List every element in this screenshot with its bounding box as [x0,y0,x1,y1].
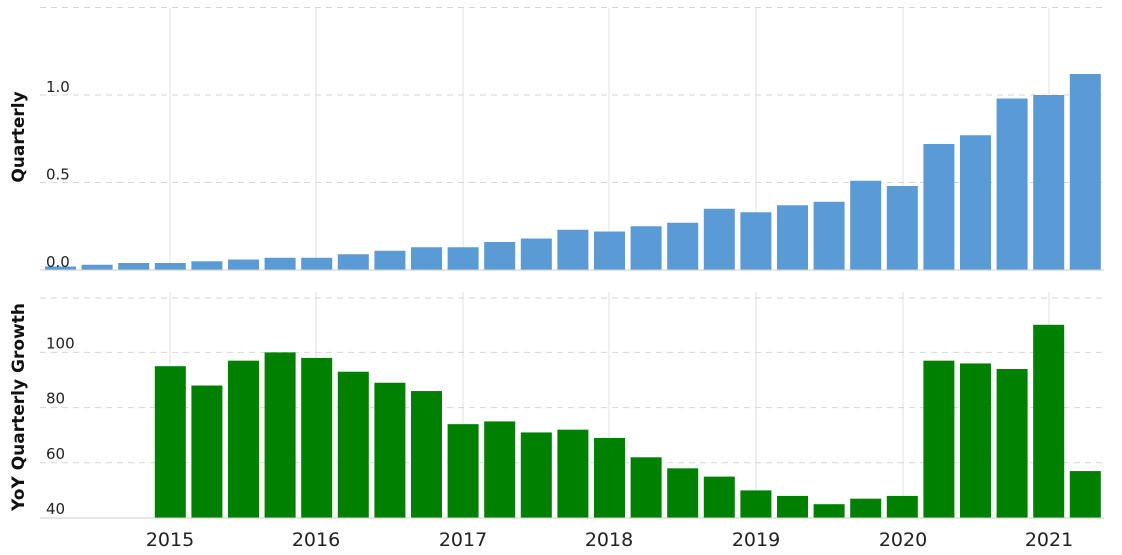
growth-bar [703,476,735,518]
quarterly-bars [45,74,1101,270]
growth-bar [447,424,479,518]
quarterly-bar [703,208,735,270]
growth-bar [960,363,991,518]
growth-y-tick-label: 80 [46,390,65,408]
growth-bar [667,468,699,518]
growth-bar [301,357,333,518]
quarterly-bar [960,135,991,270]
quarterly-y-tick-label: 0.0 [46,253,70,271]
growth-bar [154,366,186,518]
quarterly-y-tick-label: 0.5 [46,166,70,184]
growth-bar [374,382,406,518]
growth-y-tick-label: 40 [46,500,65,518]
quarterly-bar [557,229,589,270]
growth-bar [813,504,845,518]
growth-axis-label: YoY Quarterly Growth [9,303,29,512]
quarterly-bar [154,263,186,270]
quarterly-bar [264,257,296,270]
quarterly-bar [996,98,1028,270]
growth-bar [1069,471,1101,518]
x-tick-label: 2021 [1025,529,1073,551]
quarterly-bar [740,212,772,270]
growth-bar [520,432,552,518]
growth-y-tick-label: 60 [46,445,65,463]
quarterly-bar [520,238,552,270]
x-tick-label: 2020 [879,529,927,551]
growth-bar [777,495,808,518]
quarterly-bar [886,186,918,270]
quarterly-bar [374,250,406,270]
growth-bar [484,421,516,518]
growth-bar [740,490,772,518]
quarterly-y-tick-label: 1.0 [46,78,70,96]
x-tick-label: 2017 [439,529,487,551]
growth-bar [264,352,296,518]
x-axis-ticks: 2015 2016 2017 2018 2019 2020 2021 [146,529,1073,551]
quarterly-bar [813,201,845,270]
growth-y-ticks: 40 60 80 100 [46,334,75,518]
growth-bar [923,360,955,518]
quarterly-bar [777,205,808,270]
quarterly-bar [594,231,625,270]
growth-bar [557,429,589,518]
growth-bar [996,368,1028,518]
x-tick-label: 2015 [146,529,194,551]
x-tick-label: 2019 [732,529,780,551]
quarterly-bar [484,242,516,270]
growth-bar [594,437,625,518]
quarterly-bar [81,264,113,270]
quarterly-bar [667,222,699,270]
quarterly-bar [411,247,442,270]
quarterly-bar [850,180,882,270]
growth-bar [411,391,442,518]
growth-bar [850,498,882,518]
x-tick-label: 2016 [292,529,340,551]
quarterly-bar [191,261,223,270]
growth-y-tick-label: 100 [46,334,75,352]
quarterly-bar [630,226,662,270]
x-tick-label: 2018 [585,529,633,551]
growth-bar [630,457,662,518]
quarterly-bar [447,247,479,270]
quarterly-bar [337,254,369,270]
quarterly-bar [301,257,333,270]
quarterly-bar [118,263,150,270]
quarterly-bar [45,266,76,270]
growth-bars [154,324,1101,518]
quarterly-bar [228,259,259,270]
quarterly-axis-label: Quarterly [9,91,29,182]
quarterly-bar [1033,95,1065,270]
growth-bar [1033,324,1065,518]
quarterly-bar [923,144,955,270]
quarterly-bar [1069,74,1101,270]
growth-bar [228,360,259,518]
growth-bar [337,371,369,518]
quarterly-y-ticks: 0.0 0.5 1.0 [46,78,70,271]
growth-bar [886,495,918,518]
growth-bar [191,385,223,518]
